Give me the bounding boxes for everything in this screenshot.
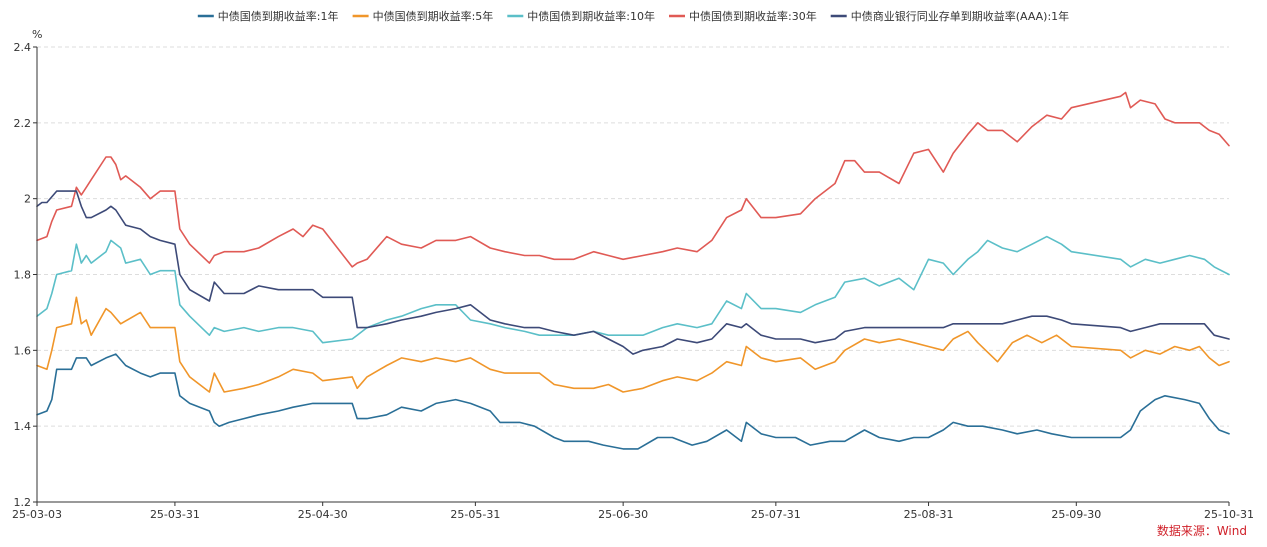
series-line-4 [36, 91, 1230, 268]
series-line-3 [36, 235, 1230, 344]
y-tick-label: 1.8 [14, 269, 32, 282]
x-tick-label: 25-03-03 [12, 508, 62, 521]
x-tick-label: 25-05-31 [450, 508, 500, 521]
y-axis-unit: % [32, 28, 42, 41]
data-source-note: 数据来源：Wind [1157, 523, 1247, 538]
legend-label: 中债国债到期收益率:1年 [218, 9, 339, 23]
legend-label: 中债国债到期收益率:30年 [689, 9, 817, 23]
y-tick-label: 2.4 [14, 41, 32, 54]
y-tick-label: 2.2 [14, 117, 32, 130]
legend-item[interactable]: 中债国债到期收益率:10年 [507, 9, 655, 23]
series-line-5 [36, 190, 1230, 355]
x-tick-label: 25-09-30 [1051, 508, 1101, 521]
legend: 中债国债到期收益率:1年 中债国债到期收益率:5年 中债国债到期收益率:10年 中债国… [197, 9, 1069, 23]
x-tick-label: 25-10-31 [1204, 508, 1254, 521]
legend-item[interactable]: 中债商业银行同业存单到期收益率(AAA):1年 [830, 9, 1069, 23]
x-tick-label: 25-07-31 [751, 508, 801, 521]
legend-label: 中债国债到期收益率:10年 [527, 9, 655, 23]
legend-label: 中债国债到期收益率:5年 [373, 9, 494, 23]
y-tick-label: 1.2 [14, 496, 32, 509]
y-tick-label: 1.4 [14, 420, 32, 433]
gridlines [37, 46, 1229, 427]
x-tick-label: 25-06-30 [598, 508, 648, 521]
x-tick-label: 25-08-31 [904, 508, 954, 521]
x-axis-ticks: 25-03-03 25-03-31 25-04-30 25-05-31 25-06-30… [12, 502, 1254, 521]
legend-label: 中债商业银行同业存单到期收益率(AAA):1年 [851, 9, 1069, 23]
y-tick-label: 1.6 [14, 344, 32, 357]
series-line-1 [36, 353, 1230, 450]
series-lines [36, 91, 1230, 450]
y-axis-ticks: 1.2 1.4 1.6 1.8 2 2.2 2.4 [14, 41, 37, 509]
x-tick-label: 25-03-31 [150, 508, 200, 521]
legend-item[interactable]: 中债国债到期收益率:30年 [669, 9, 817, 23]
y-tick-label: 2 [24, 193, 31, 206]
series-line-2 [36, 296, 1230, 393]
legend-item[interactable]: 中债国债到期收益率:5年 [352, 9, 494, 23]
x-tick-label: 25-04-30 [298, 508, 348, 521]
legend-item[interactable]: 中债国债到期收益率:1年 [197, 9, 339, 23]
